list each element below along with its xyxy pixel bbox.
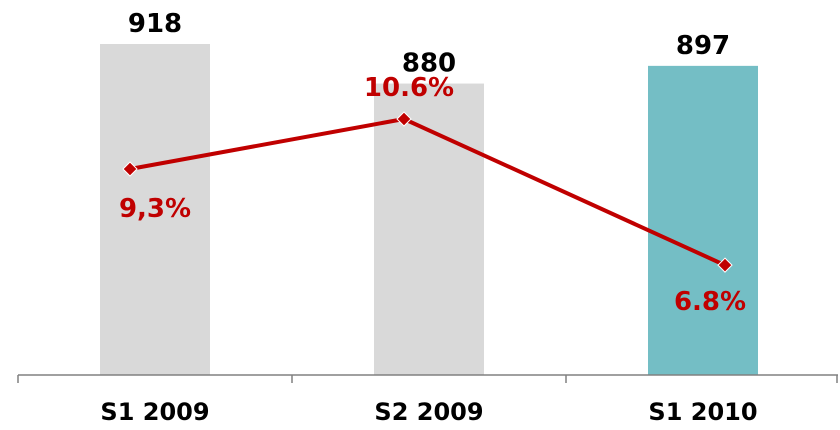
bar-value-label: 918 — [128, 9, 182, 39]
line-series-group — [122, 111, 733, 273]
bar-3 — [648, 65, 758, 375]
x-axis — [17, 374, 838, 383]
line-value-label: 10.6% — [364, 73, 454, 103]
bar-value-label: 880 — [402, 49, 456, 79]
x-tick-label: S2 2009 — [374, 398, 483, 426]
line-point-marker — [122, 161, 138, 177]
bars-group — [100, 44, 758, 375]
x-tick-label: S1 2010 — [648, 398, 757, 426]
bar-1 — [100, 44, 210, 375]
line-value-label: 6.8% — [674, 287, 746, 317]
x-tick-label: S1 2009 — [100, 398, 209, 426]
labels-group: S1 2009 S2 2009 S1 2010 918 880 897 9,3% 10.6% 6… — [100, 9, 757, 426]
line-point-marker — [717, 257, 733, 273]
line-point-marker — [396, 111, 412, 127]
line-value-label: 9,3% — [119, 194, 191, 224]
bar-value-label: 897 — [676, 31, 730, 61]
bar-2 — [374, 83, 484, 375]
